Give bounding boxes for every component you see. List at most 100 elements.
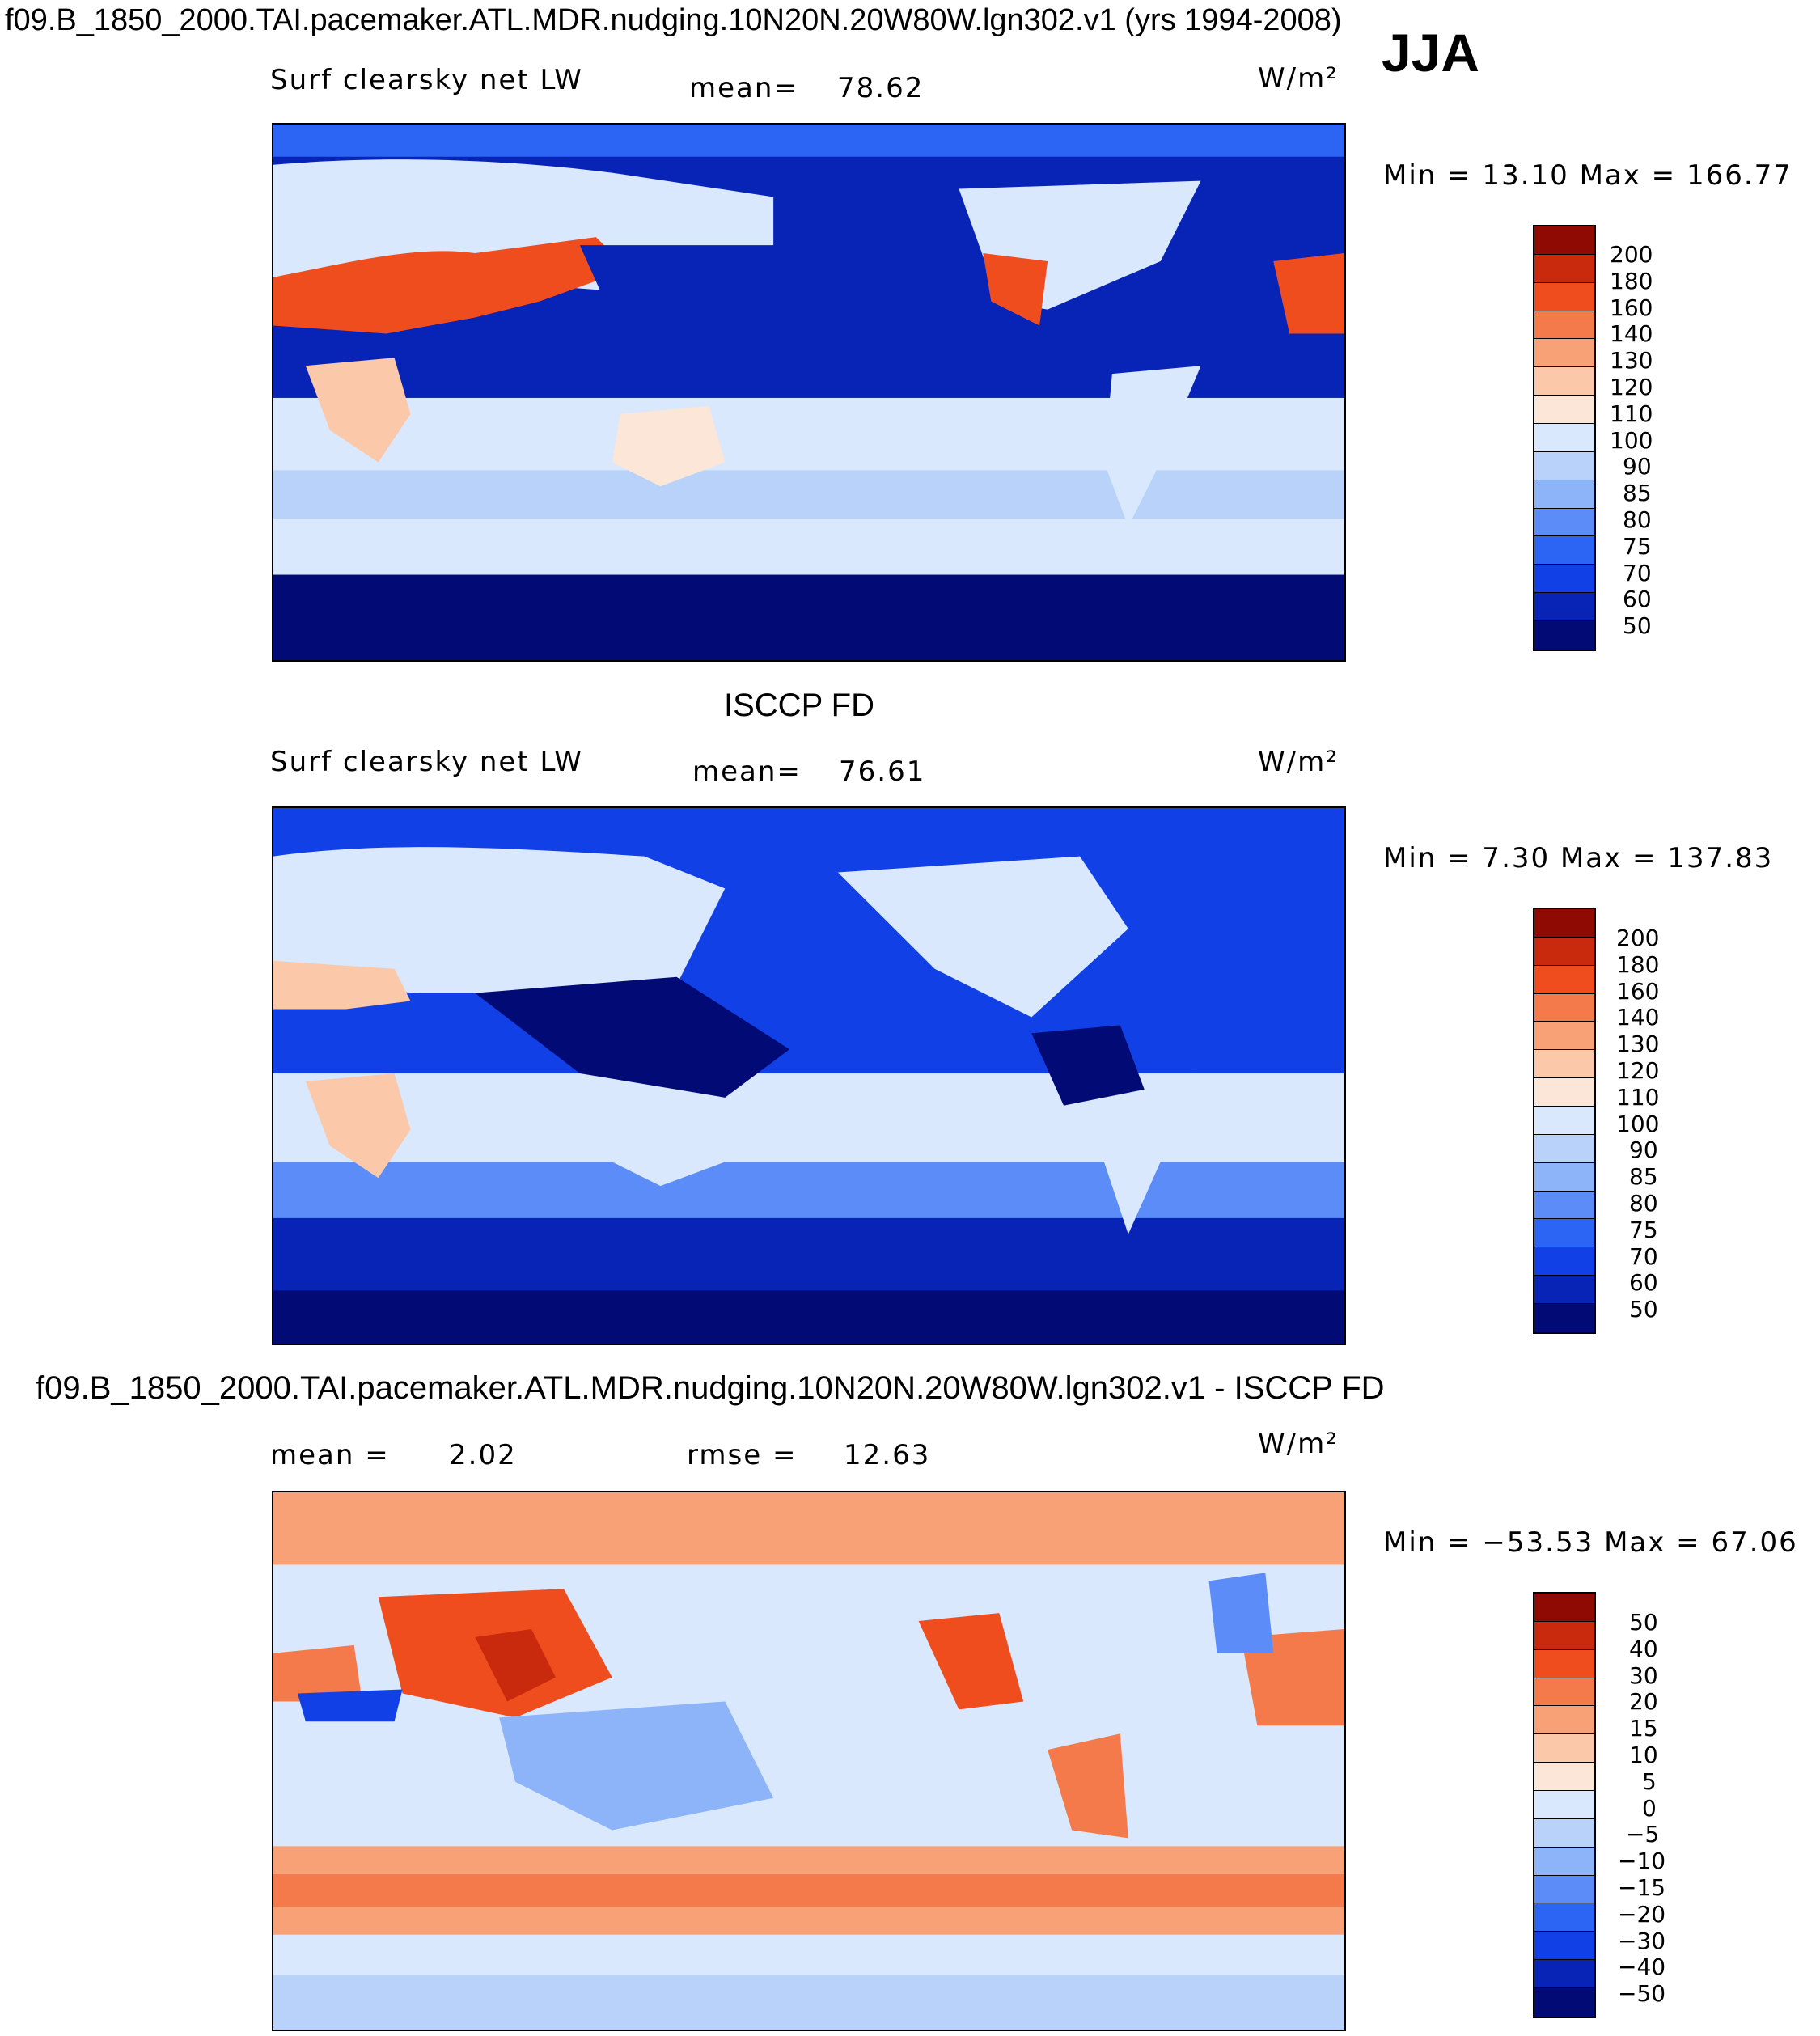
panel3-tick: −20 (1618, 1901, 1666, 1928)
panel2-colorbar-swatch (1534, 1078, 1594, 1107)
panel3-tick: −40 (1618, 1953, 1666, 1980)
panel3-tick: 0 (1642, 1795, 1657, 1822)
panel2-south-america-land (1103, 1073, 1193, 1234)
panel1-tick: 110 (1610, 400, 1653, 427)
panel2-tick: 70 (1629, 1243, 1658, 1270)
panel3-tick: 30 (1629, 1662, 1658, 1689)
panel3-units: W/m² (1258, 1428, 1339, 1460)
panel1-colorbar-swatch (1534, 621, 1594, 650)
panel2-colorbar-swatch (1534, 1276, 1594, 1305)
panel3-rmse-label: rmse = (687, 1439, 798, 1471)
panel3-tick: −10 (1618, 1848, 1666, 1874)
panel3-header: f09.B_1850_2000.TAI.pacemaker.ATL.MDR.nu… (36, 1370, 1385, 1406)
panel3-colorbar-swatch (1534, 1734, 1594, 1763)
panel3-colorbar-swatch (1534, 1594, 1594, 1622)
panel1-pacific-core (579, 245, 1000, 383)
panel2-africa-land (305, 1073, 411, 1179)
panel1-tick: 70 (1623, 560, 1652, 586)
panel2-colorbar-swatch (1534, 1304, 1594, 1332)
panel2-tick: 140 (1616, 1004, 1660, 1031)
panel2-australia-land (612, 1105, 726, 1187)
panel1-tick: 160 (1610, 294, 1653, 321)
panel3-tick: −30 (1618, 1928, 1666, 1954)
panel3-colorbar-swatch (1534, 1649, 1594, 1678)
panel1-colorbar-swatch (1534, 508, 1594, 537)
panel3-colorbar-swatch (1534, 1818, 1594, 1848)
panel1-tick: 120 (1610, 374, 1653, 400)
panel3-tick: 20 (1629, 1688, 1658, 1715)
panel2-mean-value: 76.61 (839, 756, 926, 788)
panel3-colorbar-swatch (1534, 1706, 1594, 1735)
panel3-arctic-band (273, 1492, 1344, 1565)
panel1-tick: 130 (1610, 347, 1653, 374)
panel2-colorbar (1533, 908, 1596, 1334)
panel2-units: W/m² (1258, 746, 1339, 778)
panel1-colorbar-swatch (1534, 451, 1594, 480)
panel2-tick: 120 (1616, 1057, 1660, 1084)
panel3-colorbar-swatch (1534, 1988, 1594, 2017)
panel1-antarctica (273, 574, 1344, 660)
panel3-colorbar-swatch (1534, 1903, 1594, 1932)
panel1-variable: Surf clearsky net LW (270, 64, 583, 96)
panel3-tick: −50 (1618, 1980, 1666, 2007)
panel2-tick: 80 (1629, 1190, 1658, 1217)
panel2-colorbar-swatch (1534, 993, 1594, 1022)
panel1-tick: 60 (1623, 586, 1652, 612)
panel2-warm-pool (475, 976, 790, 1098)
panel1-australia-land (612, 405, 726, 487)
panel3-colorbar-swatch (1534, 1763, 1594, 1792)
panel1-colorbar (1533, 225, 1596, 651)
panel2-colorbar-swatch (1534, 1247, 1594, 1276)
panel2-sahara-warm (273, 960, 411, 1010)
panel3-tick: 15 (1629, 1715, 1658, 1742)
season-label: JJA (1382, 23, 1480, 83)
panel1-colorbar-swatch (1534, 396, 1594, 425)
panel2-tick: 200 (1616, 925, 1660, 951)
panel2-tick: 160 (1616, 978, 1660, 1005)
panel1-colorbar-swatch (1534, 536, 1594, 565)
panel3-tick: −5 (1626, 1821, 1660, 1848)
panel1-colorbar-swatch (1534, 367, 1594, 396)
panel2-mean-label: mean= (692, 756, 802, 788)
panel2-tick: 100 (1616, 1111, 1660, 1137)
panel1-range: Min = 13.10 Max = 166.77 (1383, 159, 1792, 192)
panel2-colorbar-swatch (1534, 909, 1594, 938)
panel3-map-svg (273, 1492, 1344, 2030)
panel2-north-america-land (837, 856, 1128, 1018)
panel2-colorbar-swatch (1534, 1162, 1594, 1192)
panel2-colorbar-swatch (1534, 1191, 1594, 1220)
panel1-south-america-land (1103, 366, 1201, 527)
panel2-colorbar-swatch (1534, 1219, 1594, 1248)
panel3-colorbar-swatch (1534, 1875, 1594, 1904)
panel2-tick: 180 (1616, 951, 1660, 978)
panel3-mean-value: 2.02 (449, 1439, 517, 1471)
panel2-colorbar-swatch (1534, 1050, 1594, 1079)
panel3-colorbar-swatch (1534, 1932, 1594, 1961)
panel3-map (272, 1491, 1346, 2031)
panel2-colorbar-swatch (1534, 965, 1594, 994)
panel3-pacific-cool (499, 1701, 774, 1831)
panel2-tick: 85 (1629, 1163, 1658, 1190)
panel1-units: W/m² (1258, 62, 1339, 95)
panel3-south-america-warm (1048, 1733, 1128, 1839)
panel3-sahara-warm (273, 1644, 362, 1702)
panel3-tick: 40 (1629, 1636, 1658, 1662)
panel3-mean-label: mean = (270, 1439, 390, 1471)
panel1-tick: 50 (1623, 612, 1652, 639)
panel2-tick: 60 (1629, 1269, 1658, 1296)
panel1-map-svg (273, 125, 1344, 660)
panel1-colorbar-swatch (1534, 593, 1594, 622)
panel3-antarctica (273, 1975, 1344, 2030)
panel3-base-field (273, 1492, 1344, 2030)
panel3-tick: 5 (1642, 1768, 1657, 1795)
panel3-colorbar-swatch (1534, 1847, 1594, 1876)
panel2-antarctica (273, 1290, 1344, 1344)
panel2-tick: 110 (1616, 1084, 1660, 1111)
panel1-southern-ocean-band-2 (273, 470, 1344, 519)
panel2-map (272, 806, 1346, 1345)
panel1-colorbar-swatch (1534, 311, 1594, 340)
panel2-colorbar-swatch (1534, 1134, 1594, 1163)
panel3-tick: −15 (1618, 1874, 1666, 1901)
panel1-west-africa-hot (1273, 253, 1344, 334)
panel2-variable: Surf clearsky net LW (270, 746, 583, 778)
